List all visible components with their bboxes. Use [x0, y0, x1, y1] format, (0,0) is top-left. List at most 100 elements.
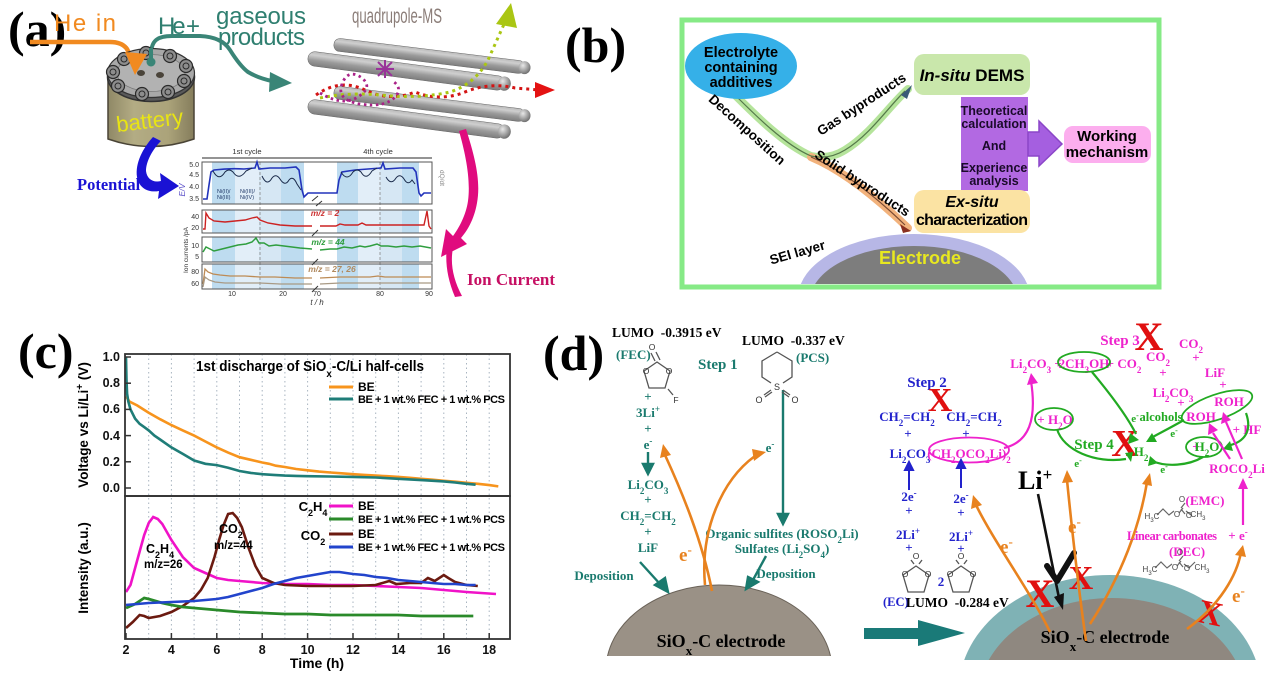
svg-text:10: 10	[301, 643, 315, 657]
svg-text:0.4: 0.4	[103, 429, 120, 443]
svg-text:Li2CO3: Li2CO3	[890, 446, 931, 465]
svg-text:X: X	[1069, 560, 1094, 597]
svg-text:BE: BE	[358, 527, 375, 541]
svg-text:m/z = 44: m/z = 44	[311, 237, 345, 247]
svg-text:40: 40	[191, 214, 199, 221]
svg-text:+ H2O: + H2O	[1037, 412, 1072, 431]
svg-text:containing: containing	[704, 60, 777, 76]
svg-text:CH2=CH2: CH2=CH2	[879, 409, 935, 428]
svg-text:O: O	[970, 569, 977, 579]
svg-text:dQ/dt: dQ/dt	[438, 170, 445, 186]
svg-text:(DEC): (DEC)	[1169, 544, 1205, 559]
svg-text:CO2: CO2	[219, 522, 243, 540]
svg-text:+: +	[1192, 350, 1199, 365]
svg-text:quadrupole-MS: quadrupole-MS	[352, 5, 442, 28]
svg-text:Step 1: Step 1	[698, 357, 738, 373]
svg-text:CO2: CO2	[1146, 349, 1171, 368]
svg-text:H3C: H3C	[1145, 512, 1160, 524]
svg-text:Ni(IV): Ni(IV)	[240, 195, 254, 201]
svg-text:Time (h): Time (h)	[290, 655, 344, 671]
svg-text:4.0: 4.0	[189, 184, 199, 191]
svg-text:BE + 1 wt.% FEC + 1 wt.% PCS: BE + 1 wt.% FEC + 1 wt.% PCS	[358, 514, 505, 526]
svg-text:+ CO2: + CO2	[1107, 356, 1142, 375]
svg-text:2: 2	[938, 574, 945, 589]
svg-text:+: +	[905, 503, 912, 518]
svg-text:4: 4	[168, 643, 175, 657]
svg-text:e-: e-	[1074, 456, 1082, 471]
svg-text:e-: e-	[679, 542, 692, 567]
svg-text:(PCS): (PCS)	[796, 350, 829, 365]
svg-text:+: +	[905, 540, 912, 555]
svg-text:Linear carbonates: Linear carbonates	[1127, 529, 1217, 543]
svg-text:60: 60	[191, 281, 199, 288]
svg-text:m/z=26: m/z=26	[144, 559, 183, 571]
svg-text:20: 20	[191, 225, 199, 232]
svg-text:C2H4: C2H4	[146, 542, 174, 560]
svg-text:Electrolyte: Electrolyte	[704, 45, 778, 61]
svg-text:BE + 1 wt.% FEC + 1 wt.% PCS: BE + 1 wt.% FEC + 1 wt.% PCS	[358, 394, 505, 406]
svg-text:LUMO -0.284 eV: LUMO -0.284 eV	[906, 595, 1009, 610]
svg-text:Potential: Potential	[77, 175, 141, 194]
svg-text:Li+: Li+	[1018, 465, 1052, 496]
svg-text:20: 20	[279, 291, 287, 298]
svg-text:S: S	[774, 382, 780, 392]
svg-text:4th cycle: 4th cycle	[363, 147, 393, 156]
svg-text:ROH: ROH	[1186, 409, 1216, 424]
svg-text:Ion currents /pA: Ion currents /pA	[183, 226, 190, 273]
svg-text:O: O	[958, 551, 965, 561]
svg-text:12: 12	[346, 643, 360, 657]
svg-text:8: 8	[259, 643, 266, 657]
svg-text:(EMC): (EMC)	[1186, 493, 1225, 508]
svg-text:e-: e-	[1131, 411, 1139, 426]
svg-text:1st discharge of SiOx-C/Li hal: 1st discharge of SiOx-C/Li half-cells	[196, 359, 424, 380]
svg-text:+: +	[957, 541, 964, 556]
svg-text:CH2=CH2: CH2=CH2	[946, 409, 1002, 428]
svg-text:characterization: characterization	[916, 212, 1028, 229]
svg-text:O: O	[643, 366, 650, 376]
svg-text:O: O	[947, 569, 954, 579]
svg-text:2Li+: 2Li+	[896, 526, 920, 542]
svg-text:80: 80	[191, 269, 199, 276]
svg-text:He in: He in	[54, 10, 116, 37]
svg-text:5: 5	[195, 254, 199, 261]
svg-text:80: 80	[376, 291, 384, 298]
svg-text:gaseous: gaseous	[216, 3, 306, 30]
svg-text:Intensity (a.u.): Intensity (a.u.)	[76, 522, 91, 614]
svg-text:O: O	[1186, 511, 1192, 520]
svg-text:Voltage vs Li/Li+ (V): Voltage vs Li/Li+ (V)	[75, 362, 92, 488]
svg-text:e-: e-	[1068, 514, 1081, 539]
svg-text:+: +	[644, 421, 651, 436]
svg-text:ROCO2Li: ROCO2Li	[1209, 461, 1265, 480]
svg-text:3Li+: 3Li+	[636, 404, 660, 420]
svg-text:14: 14	[391, 643, 405, 657]
svg-text:O: O	[1172, 563, 1178, 572]
svg-text:70: 70	[313, 291, 321, 298]
svg-text:E/V: E/V	[178, 183, 187, 197]
svg-text:6: 6	[213, 643, 220, 657]
svg-text:Ni(III)/: Ni(III)/	[240, 189, 255, 195]
svg-text:e-: e-	[644, 436, 653, 452]
svg-text:10: 10	[228, 291, 236, 298]
svg-text:Li2CO3: Li2CO3	[628, 477, 669, 496]
svg-text:Deposition: Deposition	[574, 568, 634, 583]
svg-text:Ni(II)/: Ni(II)/	[217, 189, 231, 195]
svg-text:(b): (b)	[565, 17, 626, 73]
svg-text:LiF: LiF	[1205, 365, 1225, 380]
svg-text:0.2: 0.2	[103, 455, 120, 469]
svg-text:m/z = 2: m/z = 2	[311, 208, 340, 218]
svg-text:Deposition: Deposition	[756, 566, 816, 581]
svg-text:0.0: 0.0	[103, 481, 120, 495]
svg-text:Step 3: Step 3	[1100, 333, 1140, 349]
svg-text:CO2: CO2	[1179, 336, 1204, 355]
svg-text:Li2CO3: Li2CO3	[1153, 385, 1194, 404]
svg-text:O: O	[913, 551, 920, 561]
svg-text:2e-: 2e-	[953, 490, 968, 506]
svg-text:1st cycle: 1st cycle	[232, 147, 261, 156]
svg-text:O: O	[755, 395, 762, 405]
svg-text:(d): (d)	[543, 325, 604, 381]
svg-text:Ex-situ: Ex-situ	[945, 194, 999, 211]
svg-text:(c): (c)	[18, 323, 74, 379]
svg-text:+: +	[644, 524, 651, 539]
svg-text:Organic sulfites (ROSO2Li): Organic sulfites (ROSO2Li)	[705, 526, 858, 545]
svg-text:4.5: 4.5	[189, 172, 199, 179]
